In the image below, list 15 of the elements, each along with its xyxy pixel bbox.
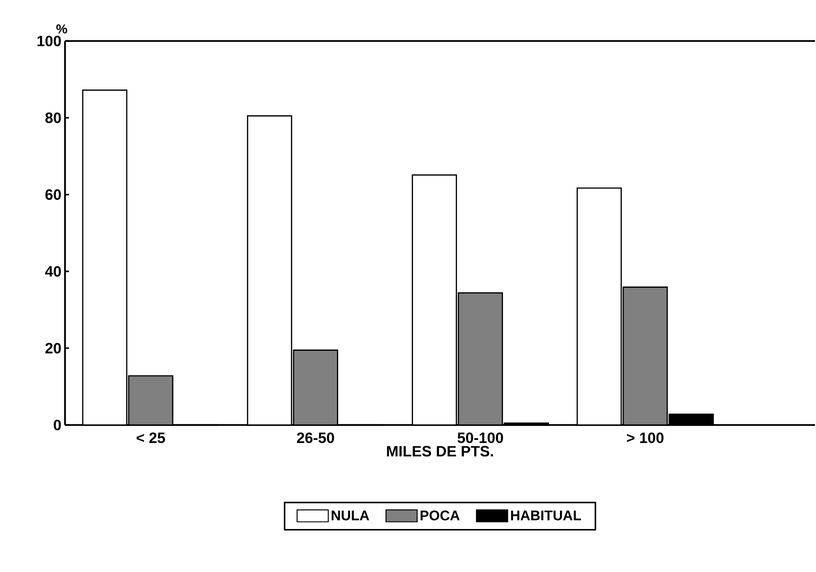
y-tick-label: 0 xyxy=(54,420,61,430)
x-axis-title: MILES DE PTS. xyxy=(387,446,493,456)
legend-label: HABITUAL xyxy=(511,510,581,520)
x-tick-label: > 100 xyxy=(626,432,664,444)
legend-label: POCA xyxy=(420,510,460,520)
y-axis-title: % xyxy=(56,24,68,34)
y-tick-label: 20 xyxy=(45,342,61,354)
x-tick-label: 26-50 xyxy=(296,432,334,444)
x-tick-label: 50-100 xyxy=(458,432,504,444)
y-tick-label: 60 xyxy=(45,189,61,200)
y-tick-label: 40 xyxy=(45,266,61,277)
y-tick-label: 100 xyxy=(37,36,61,46)
x-tick-label: < 25 xyxy=(136,432,166,444)
y-tick-label: 80 xyxy=(45,112,61,124)
legend-label: NULA xyxy=(332,510,370,520)
